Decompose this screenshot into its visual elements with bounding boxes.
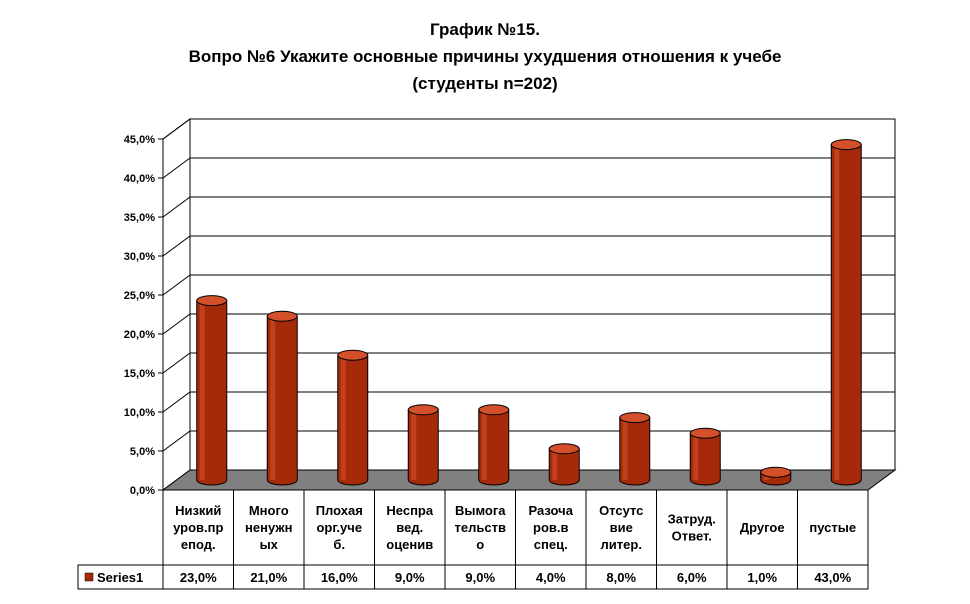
- bar: [830, 139, 862, 486]
- x-category-label: Ответ.: [672, 529, 712, 544]
- x-category-label: спец.: [534, 537, 568, 552]
- y-tick-label: 15,0%: [124, 368, 155, 380]
- chart-title-line-3: (студенты n=202): [412, 74, 558, 93]
- gridline: [162, 235, 895, 257]
- x-category-label: орг.уче: [316, 520, 362, 535]
- data-label: 6,0%: [677, 570, 707, 585]
- y-tick-label: 40,0%: [124, 173, 155, 185]
- y-tick-label: 10,0%: [124, 407, 155, 419]
- x-category-label: ров.в: [533, 520, 568, 535]
- x-category-label: тельств: [455, 520, 506, 535]
- gridline: [162, 352, 895, 374]
- x-category-label: ненужн: [245, 520, 292, 535]
- gridline: [162, 313, 895, 335]
- bar: [760, 466, 792, 486]
- data-label: 23,0%: [180, 570, 217, 585]
- x-category-label: Низкий: [175, 503, 221, 518]
- y-tick-label: 0,0%: [130, 485, 155, 497]
- x-category-label: ых: [260, 537, 279, 552]
- x-category-label: вие: [610, 520, 633, 535]
- data-label: 9,0%: [465, 570, 495, 585]
- gridline: [162, 157, 895, 179]
- x-category-label: уров.пр: [173, 520, 223, 535]
- y-tick-label: 20,0%: [124, 329, 155, 341]
- data-label: 8,0%: [606, 570, 636, 585]
- bar: [619, 412, 651, 486]
- y-tick-label: 5,0%: [130, 446, 155, 458]
- data-label: 1,0%: [747, 570, 777, 585]
- x-category-label: Затруд.: [668, 512, 716, 527]
- y-tick-label: 35,0%: [124, 212, 155, 224]
- gridline: [162, 274, 895, 296]
- x-category-label: Отсутс: [599, 503, 643, 518]
- bar: [266, 310, 298, 486]
- data-label: 9,0%: [395, 570, 425, 585]
- data-label: 16,0%: [321, 570, 358, 585]
- chart-title-line-1: График №15.: [430, 20, 540, 39]
- gridline: [162, 118, 895, 140]
- x-category-label: епод.: [181, 537, 216, 552]
- gridline: [162, 391, 895, 413]
- x-category-label: Разоча: [529, 503, 574, 518]
- x-category-label: пустые: [809, 520, 856, 535]
- bar: [407, 404, 439, 486]
- bar: [196, 295, 228, 486]
- y-tick-label: 30,0%: [124, 251, 155, 263]
- x-category-label: вед.: [396, 520, 423, 535]
- bar: [689, 427, 721, 486]
- gridline: [162, 196, 895, 218]
- data-label: 21,0%: [250, 570, 287, 585]
- x-category-label: Плохая: [316, 503, 363, 518]
- x-category-label: Вымога: [455, 503, 506, 518]
- bar: [548, 443, 580, 486]
- x-category-label: б.: [333, 537, 345, 552]
- y-tick-label: 25,0%: [124, 290, 155, 302]
- chart-title-line-2: Вопро №6 Укажите основные причины ухудше…: [188, 47, 782, 66]
- gridline: [162, 430, 895, 452]
- x-category-label: оценив: [386, 537, 433, 552]
- bar: [337, 349, 369, 486]
- legend-swatch: [84, 572, 94, 582]
- x-category-label: литер.: [601, 537, 642, 552]
- bar: [478, 404, 510, 486]
- x-category-label: Много: [249, 503, 289, 518]
- x-category-label: Другое: [740, 520, 785, 535]
- data-label: 43,0%: [814, 570, 851, 585]
- legend-label: Series1: [97, 570, 143, 585]
- x-category-label: о: [476, 537, 484, 552]
- y-tick-label: 45,0%: [124, 134, 155, 146]
- data-label: 4,0%: [536, 570, 566, 585]
- data-table-value-row: [77, 564, 869, 590]
- x-category-label: Неспра: [386, 503, 433, 518]
